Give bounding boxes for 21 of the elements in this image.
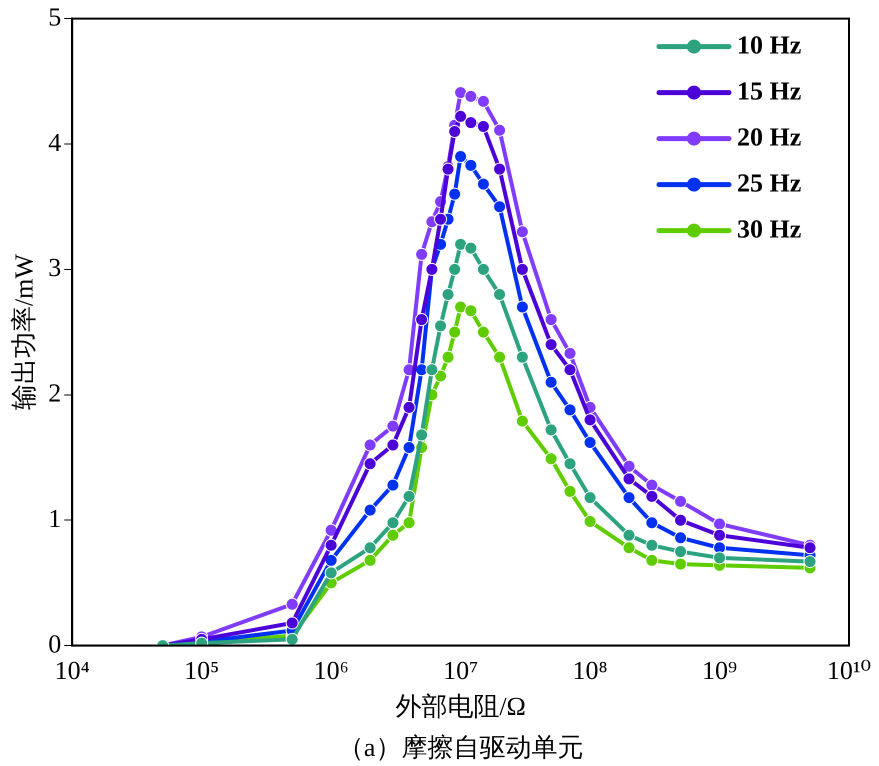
x-tick-label: 10⁵	[184, 656, 220, 686]
x-tick-label: 10¹⁰	[826, 656, 872, 686]
legend-label: 25 Hz	[737, 168, 802, 198]
y-tick-label: 1	[48, 504, 62, 534]
y-tick-label: 0	[48, 629, 62, 658]
y-tick-label: 3	[48, 253, 62, 282]
legend-label: 15 Hz	[737, 76, 802, 106]
legend-label: 30 Hz	[737, 214, 802, 244]
x-tick-label: 10⁶	[314, 656, 349, 686]
y-tick-label: 4	[48, 128, 62, 157]
x-tick-label: 10⁴	[54, 656, 90, 686]
legend-label: 10 Hz	[737, 30, 802, 60]
x-tick-label: 10⁹	[702, 656, 738, 686]
legend-label: 20 Hz	[737, 122, 802, 152]
y-tick-label: 5	[48, 2, 62, 32]
y-tick-label: 2	[48, 378, 62, 408]
y-axis-title: 输出功率/mW	[9, 254, 38, 410]
x-tick-label: 10⁸	[572, 656, 608, 686]
x-tick-label: 10⁷	[443, 656, 478, 686]
x-axis-title: 外部电阻/Ω	[395, 692, 526, 722]
text: （a）摩擦自驱动单元	[338, 732, 584, 762]
